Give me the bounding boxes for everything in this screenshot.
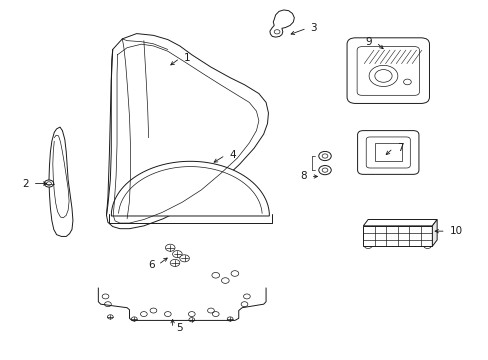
Circle shape <box>44 180 54 187</box>
Text: 3: 3 <box>310 23 317 33</box>
Polygon shape <box>431 220 436 246</box>
Polygon shape <box>363 226 431 246</box>
Circle shape <box>211 273 219 278</box>
Circle shape <box>180 255 189 262</box>
Bar <box>374 143 401 161</box>
Text: 10: 10 <box>448 226 462 236</box>
Text: 9: 9 <box>365 37 372 48</box>
FancyBboxPatch shape <box>346 38 428 103</box>
Polygon shape <box>111 161 269 216</box>
Polygon shape <box>106 33 268 229</box>
Circle shape <box>231 271 238 276</box>
Polygon shape <box>269 10 294 37</box>
Circle shape <box>170 259 180 266</box>
Text: 2: 2 <box>22 179 29 189</box>
Text: 8: 8 <box>300 171 306 181</box>
Circle shape <box>318 166 330 175</box>
FancyBboxPatch shape <box>357 131 418 174</box>
Circle shape <box>221 278 229 283</box>
Polygon shape <box>363 220 436 226</box>
Text: 5: 5 <box>176 323 183 333</box>
Circle shape <box>368 65 397 86</box>
Polygon shape <box>49 127 73 237</box>
Text: 6: 6 <box>147 260 154 270</box>
Circle shape <box>172 251 182 258</box>
Circle shape <box>318 152 330 161</box>
Text: 4: 4 <box>229 150 235 160</box>
Text: 7: 7 <box>396 143 403 153</box>
Circle shape <box>165 244 175 251</box>
Polygon shape <box>98 288 265 320</box>
Text: 1: 1 <box>183 53 190 63</box>
